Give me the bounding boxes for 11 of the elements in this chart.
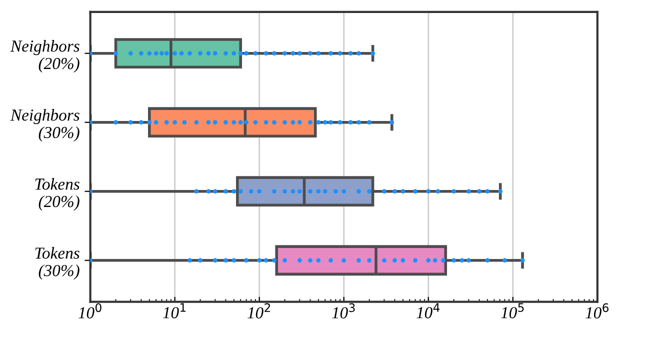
x-tick-label: 10$^{0}$ — [78, 303, 102, 318]
x-tick-label: 10$^{5}$ — [501, 303, 524, 318]
x-tick-label: 10$^{3}$ — [332, 303, 355, 318]
y-tick-label: Tokens (20%) — [35, 178, 80, 211]
x-tick-label: 10$^{1}$ — [163, 303, 186, 318]
y-tick-label: Neighbors (30%) — [10, 109, 80, 142]
x-tick-label: 10$^{2}$ — [248, 303, 270, 318]
x-tick-label: 10$^{4}$ — [416, 303, 440, 318]
x-tick-label: 10$^{6}$ — [586, 303, 609, 318]
y-tick-label: Neighbors (20%) — [10, 40, 80, 73]
y-tick-label: Tokens (30%) — [35, 247, 80, 280]
